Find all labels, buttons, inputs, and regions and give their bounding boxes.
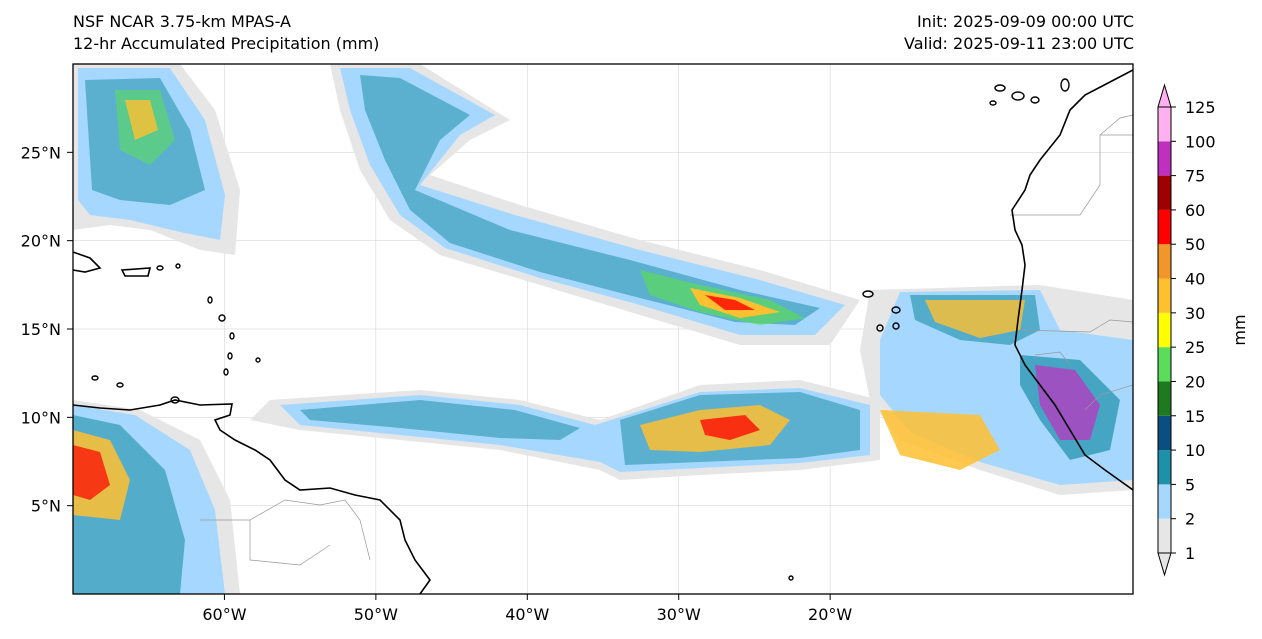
colorbar-tick-label: 10 (1185, 441, 1205, 460)
colorbar-tick-label: 2 (1185, 510, 1195, 529)
colorbar-tick-label: 5 (1185, 475, 1195, 494)
latitude-ticks: 25°N 20°N 15°N 10°N 5°N (21, 143, 73, 516)
country-borders (200, 114, 1133, 566)
precip-core (880, 410, 1000, 470)
colorbar-tick-label: 50 (1185, 235, 1205, 254)
colorbar-segment (1158, 141, 1171, 176)
colorbar-segment (1158, 175, 1171, 210)
coast-hispaniola (73, 251, 102, 273)
island (989, 100, 997, 106)
colorbar-tick-label: 100 (1185, 132, 1216, 151)
colorbar-tick-label: 125 (1185, 98, 1216, 117)
colorbar-segment (1158, 209, 1171, 245)
coast-south-america (73, 399, 431, 594)
island (207, 296, 213, 304)
colorbar-frame (1157, 106, 1172, 554)
island (994, 84, 1006, 92)
island (892, 322, 900, 330)
precip-core (73, 445, 110, 500)
map-title-left: NSF NCAR 3.75-km MPAS-A 12-hr Accumulate… (73, 11, 379, 55)
border-line (249, 520, 331, 566)
island (1030, 96, 1040, 104)
colorbar-tick-label: 60 (1185, 201, 1205, 220)
island (175, 263, 181, 269)
colorbar-tick-label: 30 (1185, 304, 1205, 323)
model-name: NSF NCAR 3.75-km MPAS-A (73, 12, 291, 31)
lat-tick-label: 5°N (31, 497, 61, 516)
colorbar-segment (1158, 278, 1171, 313)
field-name: 12-hr Accumulated Precipitation (mm) (73, 34, 380, 53)
island (170, 396, 180, 404)
island (223, 368, 229, 376)
border-line (1010, 134, 1133, 216)
lon-tick-label: 20°W (808, 605, 852, 624)
colorbar-segment (1158, 107, 1171, 142)
precip-teal (300, 400, 580, 440)
precip-core (125, 100, 158, 140)
longitude-ticks: 60°W 50°W 40°W 30°W 20°W (202, 594, 852, 624)
colorbar-segment (1158, 450, 1171, 485)
coast-puerto-rico (120, 267, 152, 277)
precip-core (925, 300, 1025, 338)
coast-africa (1011, 69, 1133, 491)
precip-core (705, 295, 755, 310)
island (91, 375, 99, 381)
border-line (1099, 114, 1133, 136)
lon-tick-label: 40°W (505, 605, 549, 624)
precip-teal (360, 75, 820, 325)
colorbar-segment (1158, 415, 1171, 451)
islands (91, 78, 1070, 581)
lon-tick-label: 60°W (202, 605, 246, 624)
colorbar-tick-label: 20 (1185, 372, 1205, 391)
island (229, 332, 235, 340)
lat-tick-label: 20°N (21, 232, 61, 251)
colorbar-segment (1158, 312, 1171, 348)
map-title-right: Init: 2025-09-09 00:00 UTC Valid: 2025-0… (904, 11, 1134, 55)
colorbar-tick-label: 75 (1185, 167, 1205, 186)
map-content (73, 64, 1133, 594)
colorbar-segment (1158, 518, 1171, 553)
lat-tick-label: 10°N (21, 408, 61, 427)
lon-tick-label: 30°W (657, 605, 701, 624)
colorbar-segment (1158, 347, 1171, 382)
border-line (1034, 351, 1071, 366)
island (227, 352, 233, 360)
island (218, 314, 226, 322)
valid-time: Valid: 2025-09-11 23:00 UTC (903, 34, 1134, 53)
colorbar-tick-label: 25 (1185, 338, 1205, 357)
precip-core (1035, 365, 1100, 440)
colorbar-segment (1158, 381, 1171, 416)
island (1060, 78, 1070, 92)
lon-tick-label: 50°W (354, 605, 398, 624)
colorbar-tick-label: 15 (1185, 407, 1205, 426)
lat-tick-label: 25°N (21, 143, 61, 162)
colorbar-segment (1158, 244, 1171, 279)
island (116, 382, 124, 388)
init-time: Init: 2025-09-09 00:00 UTC (916, 12, 1134, 31)
colorbar-unit-label: mm (1230, 314, 1249, 345)
coastlines (73, 69, 1133, 594)
colorbar-extend-min (1157, 552, 1172, 577)
border-line (1019, 319, 1133, 333)
island (891, 306, 901, 314)
colorbar-tick-label: 40 (1185, 270, 1205, 289)
colorbar-segment (1158, 484, 1171, 519)
lat-tick-label: 15°N (21, 320, 61, 339)
border-line (1084, 384, 1133, 411)
island (862, 290, 874, 298)
island (788, 575, 794, 581)
island (1011, 91, 1025, 101)
island (156, 265, 164, 271)
precip-core (700, 415, 760, 440)
precip-bands (73, 64, 1133, 594)
island (876, 324, 884, 332)
island (255, 357, 261, 363)
colorbar-extend-max (1157, 83, 1172, 108)
colorbar-tick-label: 1 (1185, 544, 1195, 563)
